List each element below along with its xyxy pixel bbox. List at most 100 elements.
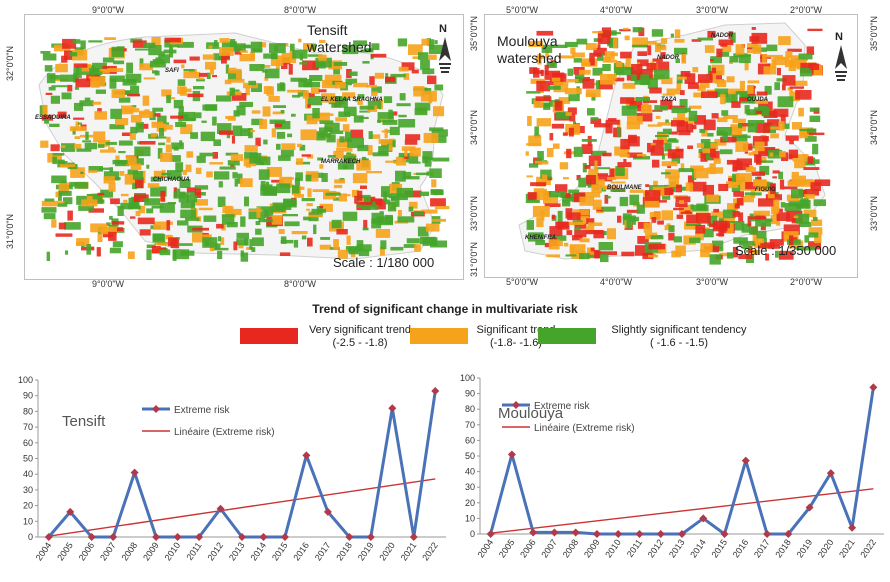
risk-patch <box>227 78 245 83</box>
city-label: BOULMANE <box>607 185 642 191</box>
risk-patch <box>208 45 213 49</box>
risk-patch <box>652 186 669 197</box>
risk-patch <box>249 152 262 164</box>
risk-patch <box>401 154 419 163</box>
risk-patch <box>615 166 625 176</box>
risk-patch <box>540 69 544 77</box>
risk-patch <box>388 109 393 120</box>
risk-patch <box>356 160 371 171</box>
risk-patch <box>239 54 255 62</box>
risk-patch <box>622 213 632 220</box>
risk-patch <box>644 191 650 196</box>
risk-patch <box>123 108 140 113</box>
risk-patch <box>301 235 307 240</box>
risk-patch <box>738 254 753 260</box>
series-line <box>47 390 437 539</box>
risk-patch <box>650 147 664 156</box>
risk-patch <box>809 63 819 70</box>
risk-patch <box>123 199 128 203</box>
risk-patch <box>325 192 341 196</box>
y-tick-label: 20 <box>23 501 33 511</box>
risk-patch <box>232 208 242 215</box>
risk-patch <box>120 193 129 197</box>
risk-patch <box>45 92 53 95</box>
risk-patch <box>774 82 780 91</box>
risk-patch <box>107 68 124 72</box>
risk-patch <box>98 167 111 170</box>
risk-patch <box>594 160 598 172</box>
risk-patch <box>628 134 637 143</box>
risk-patch <box>413 86 425 97</box>
risk-patch <box>401 146 416 151</box>
risk-patch <box>810 182 821 191</box>
risk-patch <box>152 59 164 65</box>
risk-patch <box>258 42 267 48</box>
risk-patch <box>209 162 224 165</box>
risk-patch <box>744 60 749 71</box>
risk-patch <box>671 250 681 258</box>
risk-patch <box>379 211 384 214</box>
risk-patch <box>606 59 618 63</box>
risk-patch <box>781 231 785 242</box>
risk-patch <box>589 56 595 66</box>
risk-patch <box>427 157 434 160</box>
risk-patch <box>770 214 780 225</box>
risk-patch <box>434 84 444 91</box>
risk-patch <box>650 143 656 146</box>
risk-patch <box>44 119 50 124</box>
risk-patch <box>628 216 640 222</box>
risk-patch <box>540 209 545 221</box>
x-tick-label: 2022 <box>858 537 878 559</box>
risk-patch <box>137 217 155 225</box>
risk-patch <box>566 148 572 159</box>
risk-patch <box>258 169 270 180</box>
risk-patch <box>719 149 733 155</box>
risk-patch <box>94 111 107 120</box>
risk-patch <box>526 91 541 94</box>
risk-patch <box>789 86 805 89</box>
risk-patch <box>279 82 285 90</box>
risk-patch <box>645 190 661 201</box>
risk-patch <box>744 105 750 114</box>
risk-patch <box>118 151 126 154</box>
risk-patch <box>343 194 351 197</box>
risk-patch <box>796 61 801 70</box>
risk-patch <box>652 159 660 168</box>
risk-patch <box>354 195 358 204</box>
risk-patch <box>109 75 125 82</box>
latitude-label: 34°0'0"N <box>469 109 479 145</box>
risk-patch <box>111 89 126 99</box>
risk-patch <box>421 209 438 214</box>
risk-patch <box>134 194 149 202</box>
legend-swatch <box>410 328 468 344</box>
risk-patch <box>263 186 278 196</box>
risk-patch <box>716 127 732 136</box>
data-point <box>678 530 686 538</box>
risk-patch <box>618 172 625 176</box>
risk-patch <box>158 142 166 146</box>
risk-patch <box>763 66 777 75</box>
risk-patch <box>752 44 762 54</box>
risk-patch <box>70 167 85 178</box>
risk-patch <box>259 65 271 68</box>
risk-patch <box>64 50 73 60</box>
risk-patch <box>248 208 261 220</box>
legend-marker <box>152 405 160 413</box>
risk-patch <box>69 126 87 132</box>
risk-patch <box>799 131 808 139</box>
risk-patch <box>537 151 544 160</box>
risk-patch <box>163 49 177 54</box>
y-tick-label: 60 <box>465 435 475 445</box>
risk-patch <box>758 198 775 207</box>
latitude-label: 34°0'0"N <box>869 109 879 145</box>
risk-patch <box>534 126 539 137</box>
data-point <box>720 530 729 538</box>
x-tick-label: 2011 <box>625 537 644 559</box>
risk-patch <box>115 155 120 164</box>
risk-patch <box>40 51 51 54</box>
risk-patch <box>348 246 360 255</box>
risk-patch <box>397 216 415 223</box>
risk-patch <box>709 254 721 265</box>
risk-patch <box>527 192 537 200</box>
risk-patch <box>305 171 319 182</box>
